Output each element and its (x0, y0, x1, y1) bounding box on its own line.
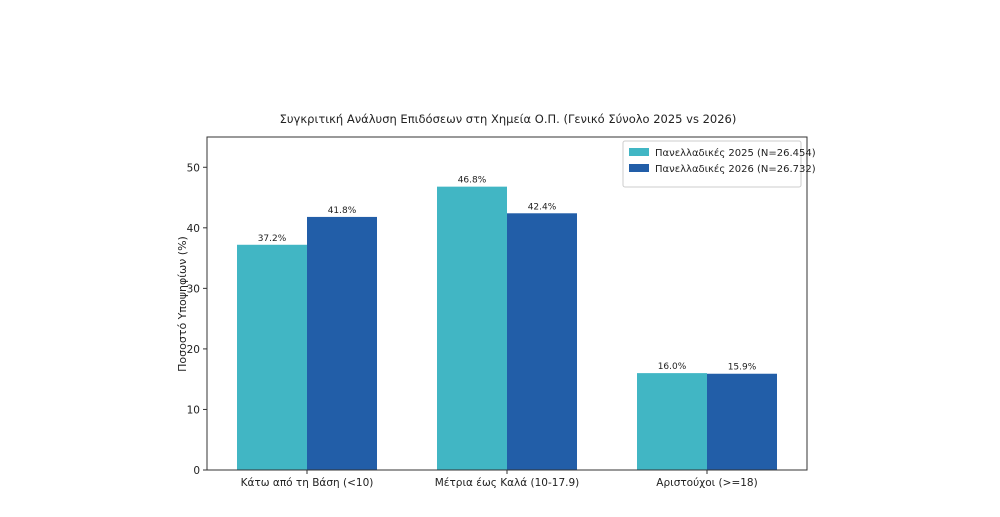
y-axis-label: Ποσοστό Υποψηφίων (%) (176, 236, 189, 372)
bar-value-label: 15.9% (728, 363, 757, 373)
y-tick-label: 50 (187, 162, 200, 174)
bar-2-1 (307, 216, 377, 470)
legend-swatch-1 (629, 148, 649, 156)
legend-swatch-2 (629, 164, 649, 172)
bar-1-1 (237, 244, 307, 470)
bar-2-2 (507, 213, 577, 470)
x-tick-label: Μέτρια έως Καλά (10-17.9) (435, 477, 580, 489)
bar-1-2 (437, 186, 507, 470)
plot-area: 37.2% 46.8% 16.0% 41.8% 42.4% 15.9% 0 10 20 30 40 5… (187, 136, 808, 489)
bar-value-label: 46.8% (458, 176, 487, 186)
x-tick-label: Κάτω από τη Βάση (<10) (241, 477, 374, 489)
legend-box (622, 140, 802, 188)
legend-label-2: Πανελλαδικές 2026 (N=26.732) (655, 163, 816, 175)
bar-value-label: 42.4% (528, 202, 557, 212)
bar-value-label: 37.2% (258, 234, 287, 244)
chart-title: Συγκριτική Ανάλυση Επιδόσεων στη Χημεία … (280, 112, 737, 126)
legend: Πανελλαδικές 2025 (N=26.454) Πανελλαδικές… (622, 140, 816, 188)
legend-label-1: Πανελλαδικές 2025 (N=26.454) (655, 147, 816, 159)
bar-1-3 (637, 373, 707, 470)
y-tick-label: 0 (193, 465, 200, 477)
y-tick-label: 40 (187, 223, 200, 235)
y-tick-label: 30 (187, 283, 200, 295)
x-tick-label: Αριστούχοι (>=18) (656, 477, 757, 489)
bar-value-label: 16.0% (658, 362, 687, 372)
bar-value-label: 41.8% (328, 206, 357, 216)
bar-2-3 (707, 373, 777, 470)
y-tick-label: 10 (187, 404, 200, 416)
y-tick-label: 20 (187, 344, 200, 356)
